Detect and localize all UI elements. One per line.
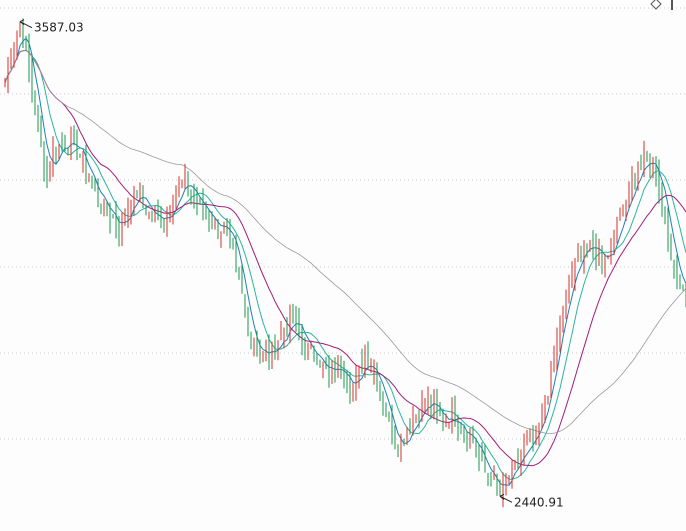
ma10-line [4,49,686,480]
ma60-line [4,49,686,435]
grid [0,7,686,440]
high-label: 3587.03 [34,21,84,35]
diamond-icon[interactable] [650,0,662,10]
annotations: 3587.03 2440.91 [19,19,564,509]
candles [4,18,686,508]
low-label: 2440.91 [514,495,564,509]
corner-controls [650,0,673,10]
low-arrow [499,493,513,503]
high-arrow [19,19,33,29]
high-annotation: 3587.03 [19,19,84,35]
menu-bar-icon[interactable] [671,0,673,10]
low-annotation: 2440.91 [499,493,564,509]
ma20-line [4,49,686,467]
